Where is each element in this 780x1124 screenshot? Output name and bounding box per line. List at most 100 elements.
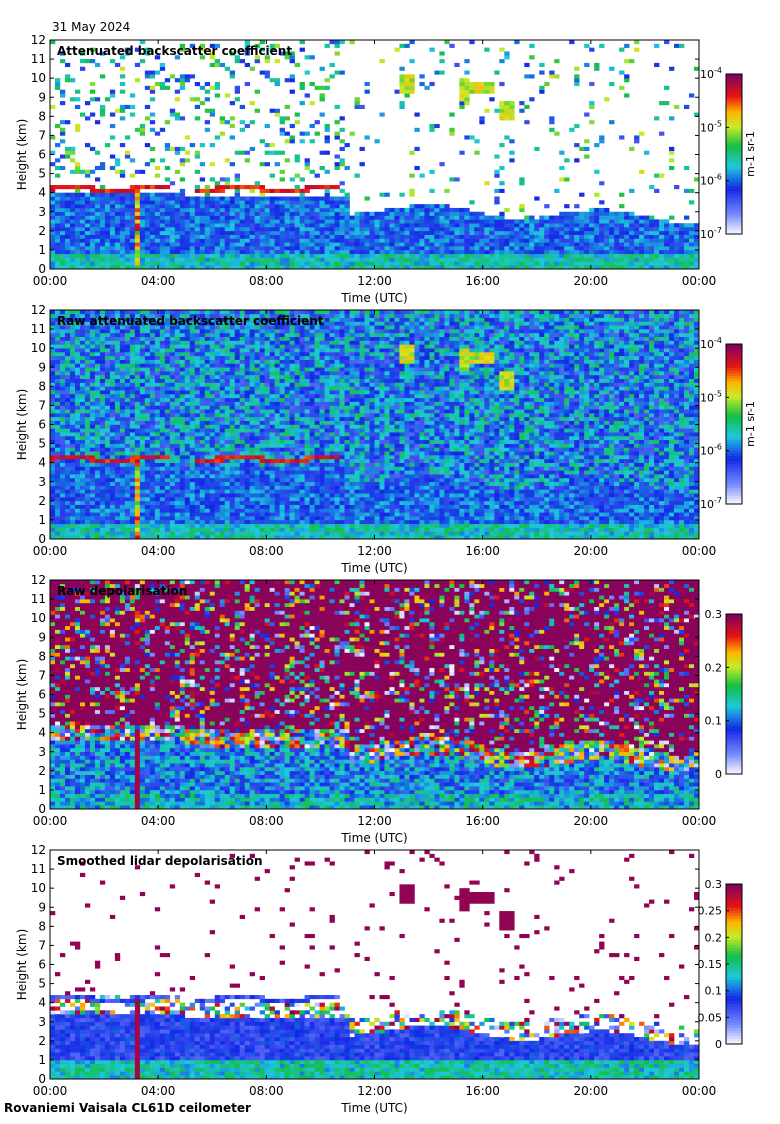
heatmap-cell [170, 235, 175, 239]
heatmap-cell [90, 242, 95, 246]
heatmap-cell [225, 158, 230, 162]
heatmap-cell [280, 200, 285, 204]
heatmap-cell [135, 193, 140, 197]
heatmap-cell [290, 235, 295, 239]
heatmap-cell [70, 196, 75, 200]
heatmap-cell [205, 208, 210, 212]
heatmap-cell [290, 216, 295, 220]
heatmap-cell [150, 185, 155, 189]
heatmap-cell [200, 216, 205, 220]
heatmap-cell [210, 235, 215, 239]
heatmap-cell [215, 246, 220, 250]
heatmap-cell [290, 59, 295, 63]
heatmap-cell [120, 227, 125, 231]
heatmap-cell [210, 227, 215, 231]
heatmap-cell [100, 219, 105, 223]
heatmap-cell [305, 71, 310, 75]
heatmap-cell [75, 170, 80, 174]
heatmap-cell [110, 254, 115, 258]
heatmap-cell [310, 216, 315, 220]
heatmap-cell [60, 261, 65, 265]
heatmap-cell [290, 90, 295, 94]
heatmap-cell [90, 258, 95, 262]
heatmap-cell [160, 82, 165, 86]
heatmap-cell [340, 250, 345, 254]
heatmap-cell [100, 261, 105, 265]
heatmap-cell [190, 212, 195, 216]
heatmap-cell [115, 227, 120, 231]
heatmap-cell [325, 170, 330, 174]
heatmap-cell [215, 219, 220, 223]
heatmap-cell [195, 219, 200, 223]
heatmap-cell [280, 231, 285, 235]
heatmap-cell [300, 82, 305, 86]
heatmap-cell [300, 254, 305, 258]
heatmap-cell [255, 200, 260, 204]
heatmap-cell [60, 223, 65, 227]
heatmap-cell [225, 200, 230, 204]
heatmap-cell [90, 200, 95, 204]
heatmap-cell [210, 204, 215, 208]
heatmap-cell [145, 162, 150, 166]
heatmap-cell [130, 242, 135, 246]
heatmap-cell [255, 258, 260, 262]
heatmap-cell [160, 250, 165, 254]
heatmap-cell [90, 193, 95, 197]
heatmap-cell [330, 208, 335, 212]
heatmap-cell [100, 166, 105, 170]
heatmap-cell [280, 238, 285, 242]
heatmap-cell [280, 196, 285, 200]
heatmap-cell [160, 254, 165, 258]
heatmap-cell [120, 208, 125, 212]
heatmap-cell [305, 200, 310, 204]
heatmap-cell [340, 116, 345, 120]
heatmap-cell [90, 254, 95, 258]
heatmap-cell [75, 231, 80, 235]
heatmap-cell [285, 216, 290, 220]
heatmap-cell [250, 219, 255, 223]
heatmap-cell [205, 185, 210, 189]
heatmap-cell [340, 147, 345, 151]
heatmap-cell [90, 231, 95, 235]
heatmap-cell [120, 261, 125, 265]
heatmap-cell [50, 254, 55, 258]
heatmap-cell [165, 86, 170, 90]
heatmap-cell [150, 204, 155, 208]
heatmap-cell [285, 238, 290, 242]
heatmap-cell [300, 261, 305, 265]
heatmap-cell [100, 204, 105, 208]
heatmap-cell [320, 223, 325, 227]
heatmap-cell [125, 216, 130, 220]
heatmap-cell [120, 216, 125, 220]
heatmap-cell [70, 250, 75, 254]
heatmap-cell [155, 82, 160, 86]
heatmap-cell [215, 216, 220, 220]
heatmap-cell [155, 235, 160, 239]
heatmap-cell [285, 250, 290, 254]
heatmap-cell [165, 254, 170, 258]
heatmap-cell [260, 238, 265, 242]
heatmap-cell [205, 204, 210, 208]
heatmap-cell [255, 208, 260, 212]
heatmap-cell [185, 246, 190, 250]
heatmap-cell [85, 227, 90, 231]
heatmap-cell [100, 227, 105, 231]
heatmap-cell [90, 97, 95, 101]
heatmap-cell [200, 189, 205, 193]
heatmap-cell [200, 246, 205, 250]
heatmap-cell [245, 212, 250, 216]
heatmap-cell [230, 231, 235, 235]
heatmap-cell [85, 231, 90, 235]
heatmap-cell [250, 212, 255, 216]
heatmap-cell [285, 196, 290, 200]
heatmap-cell [195, 116, 200, 120]
heatmap-cell [250, 189, 255, 193]
heatmap-cell [255, 231, 260, 235]
heatmap-cell [235, 200, 240, 204]
heatmap-cell [115, 109, 120, 113]
heatmap-cell [235, 97, 240, 101]
heatmap-cell [185, 242, 190, 246]
heatmap-cell [65, 261, 70, 265]
heatmap-cell [305, 246, 310, 250]
heatmap-cell [65, 242, 70, 246]
